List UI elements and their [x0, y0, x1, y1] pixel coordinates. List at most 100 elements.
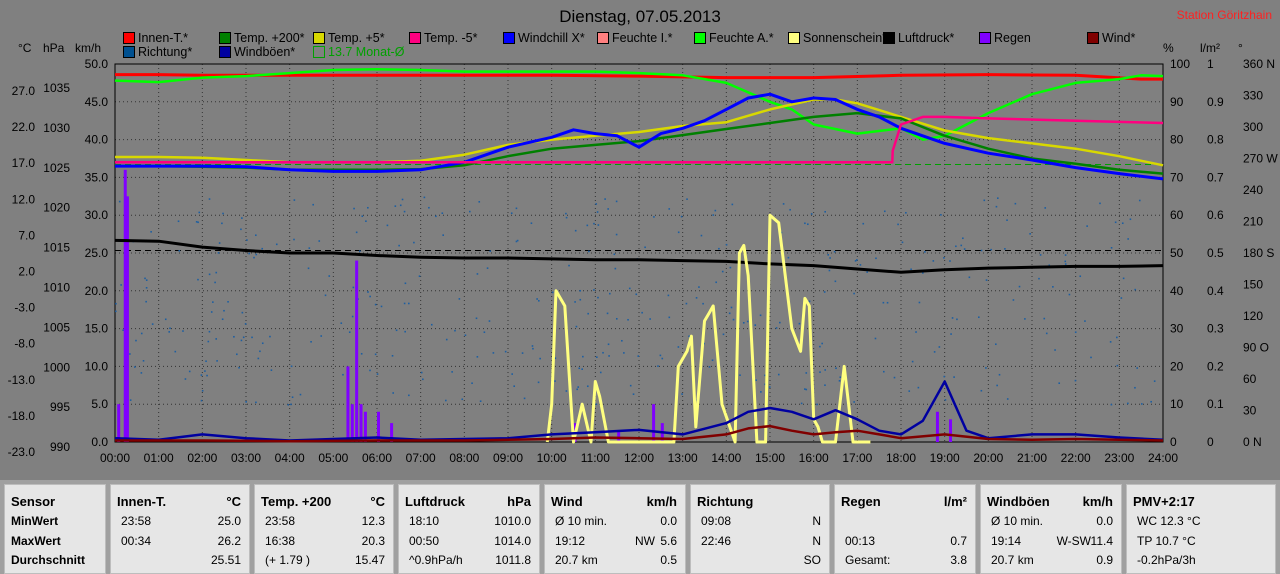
direction-point: [615, 200, 618, 203]
direction-point: [816, 403, 818, 406]
direction-point: [680, 215, 683, 218]
y-tick-dir: 0 N: [1243, 435, 1262, 449]
weather-chart: 27.0 22.0 17.0 12.0 7.0 2.0 -3.0 -8.0 -13.0 -18.0…: [7, 7, 1279, 465]
panel-label: 19:14: [991, 533, 1022, 548]
direction-point: [422, 378, 424, 381]
direction-point: [824, 384, 826, 386]
direction-point: [151, 323, 154, 325]
direction-point: [933, 351, 936, 353]
x-tick: 21:00: [1017, 451, 1047, 465]
direction-point: [348, 331, 351, 333]
panel-value: N: [812, 533, 821, 548]
direction-point: [862, 222, 865, 225]
direction-point: [608, 355, 610, 357]
direction-point: [856, 259, 858, 261]
direction-point: [953, 376, 955, 378]
y-tick-kmh: 30.0: [85, 208, 109, 222]
rain-bar: [123, 169, 127, 442]
direction-point: [504, 350, 507, 353]
legend-item: Regen: [979, 31, 1031, 45]
direction-point: [596, 211, 599, 213]
stats-panel: Wind km/h Ø 10 min. 0.0 19:12 NW 5.6 20.7 km 0.5: [544, 484, 686, 574]
direction-point: [681, 393, 683, 395]
direction-point: [135, 339, 137, 342]
direction-point: [200, 399, 203, 402]
y-tick-kmh: 45.0: [85, 95, 109, 109]
direction-point: [829, 257, 831, 259]
direction-point: [255, 234, 257, 237]
direction-point: [882, 301, 885, 304]
direction-point: [537, 381, 540, 384]
direction-point: [1058, 382, 1061, 385]
direction-point: [468, 210, 471, 213]
panel-row: 19:14 W-SW 11.4: [981, 534, 1121, 552]
direction-point: [1127, 402, 1129, 405]
direction-point: [1116, 364, 1119, 367]
direction-point: [464, 334, 467, 337]
direction-point: [897, 223, 899, 226]
chart-canvas: 27.0 22.0 17.0 12.0 7.0 2.0 -3.0 -8.0 -13.0 -18.0…: [8, 57, 1279, 465]
direction-point: [732, 318, 735, 321]
direction-point: [579, 289, 581, 292]
direction-point: [703, 342, 706, 345]
direction-point: [120, 284, 122, 286]
direction-point: [588, 250, 590, 253]
y-tick-pct: 90: [1170, 95, 1184, 109]
panel-row: SO: [691, 553, 829, 571]
direction-point: [376, 373, 379, 375]
direction-point: [150, 231, 152, 233]
direction-point: [1006, 219, 1008, 221]
unit-kmh: km/h: [75, 41, 102, 55]
direction-point: [587, 312, 589, 315]
direction-point: [956, 318, 958, 321]
direction-point: [476, 273, 479, 275]
direction-point: [968, 276, 971, 279]
direction-point: [629, 384, 632, 387]
legend-swatch: [694, 32, 706, 44]
direction-point: [742, 321, 745, 324]
direction-point: [451, 371, 453, 373]
direction-point: [310, 340, 312, 343]
direction-point: [441, 212, 444, 214]
y-tick-kmh: 35.0: [85, 170, 109, 184]
y-tick-pct: 0: [1170, 435, 1177, 449]
x-tick: 05:00: [318, 451, 348, 465]
x-tick: 10:00: [537, 451, 567, 465]
legend-swatch: [1087, 32, 1099, 44]
direction-point: [1109, 341, 1112, 343]
direction-point: [882, 370, 885, 373]
direction-point: [359, 250, 361, 252]
direction-point: [515, 240, 518, 243]
panel-unit: °C: [370, 494, 385, 509]
direction-point: [917, 386, 920, 389]
direction-point: [905, 211, 907, 214]
direction-point: [403, 210, 406, 213]
direction-point: [318, 240, 321, 242]
direction-point: [615, 233, 618, 236]
direction-point: [478, 201, 481, 203]
direction-point: [134, 366, 136, 368]
unit-rain: l/m²: [1200, 41, 1220, 55]
direction-point: [554, 357, 557, 360]
x-tick: 22:00: [1061, 451, 1091, 465]
y-tick-kmh: 15.0: [85, 322, 109, 336]
direction-point: [827, 254, 829, 256]
direction-point: [963, 248, 966, 250]
direction-point: [115, 302, 117, 305]
panel-title: PMV+2:17: [1133, 494, 1195, 509]
panel-label: Durchschnitt: [11, 553, 86, 567]
direction-point: [374, 353, 377, 356]
y-tick-pct: 70: [1170, 170, 1184, 184]
direction-point: [221, 318, 224, 321]
rain-bar: [359, 404, 363, 442]
direction-point: [579, 298, 582, 301]
y-tick-pct: 50: [1170, 246, 1184, 260]
direction-point: [729, 266, 732, 269]
y-tick-pct: 80: [1170, 133, 1184, 147]
direction-point: [808, 300, 811, 303]
panel-row: 20.7 km 0.5: [545, 553, 685, 571]
direction-point: [597, 224, 600, 226]
y-tick-dir: 120: [1243, 309, 1263, 323]
rain-bar: [117, 404, 121, 442]
x-tick: 16:00: [799, 451, 829, 465]
